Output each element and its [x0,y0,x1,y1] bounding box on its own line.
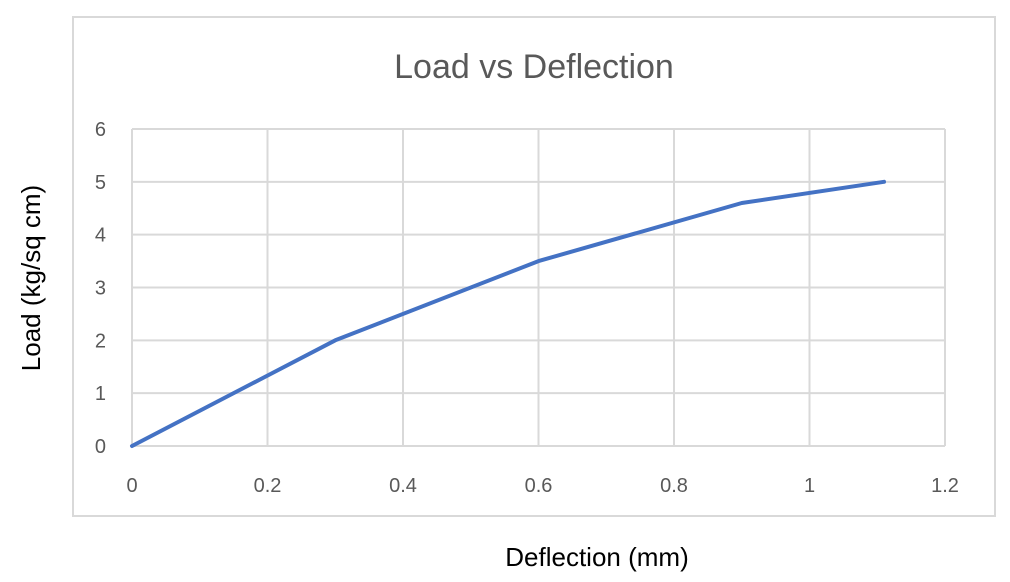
y-axis-ticks: 0 1 2 3 4 5 6 [95,119,106,458]
y-tick-label: 0 [95,436,106,458]
x-tick-label: 0.8 [660,475,688,497]
series-line [130,179,886,448]
y-tick-label: 2 [95,330,106,352]
series-layer [130,179,886,448]
x-tick-label: 1 [804,475,815,497]
y-tick-label: 4 [95,225,106,247]
y-tick-label: 3 [95,278,106,300]
x-tick-label: 0.2 [254,475,282,497]
x-tick-label: 1.2 [931,475,959,497]
x-tick-label: 0.6 [525,475,553,497]
chart-title: Load vs Deflection [394,48,674,86]
x-axis-ticks: 0 0.2 0.4 0.6 0.8 1 1.2 [126,475,958,497]
y-tick-label: 1 [95,383,106,405]
grid-lines [131,128,946,447]
x-tick-label: 0.4 [389,475,417,497]
x-tick-label: 0 [126,475,137,497]
y-tick-label: 6 [95,119,106,141]
chart-frame [72,16,996,517]
y-tick-label: 5 [95,172,106,194]
y-axis-label: Load (kg/sq cm) [16,185,46,371]
x-axis-label: Deflection (mm) [505,542,688,572]
